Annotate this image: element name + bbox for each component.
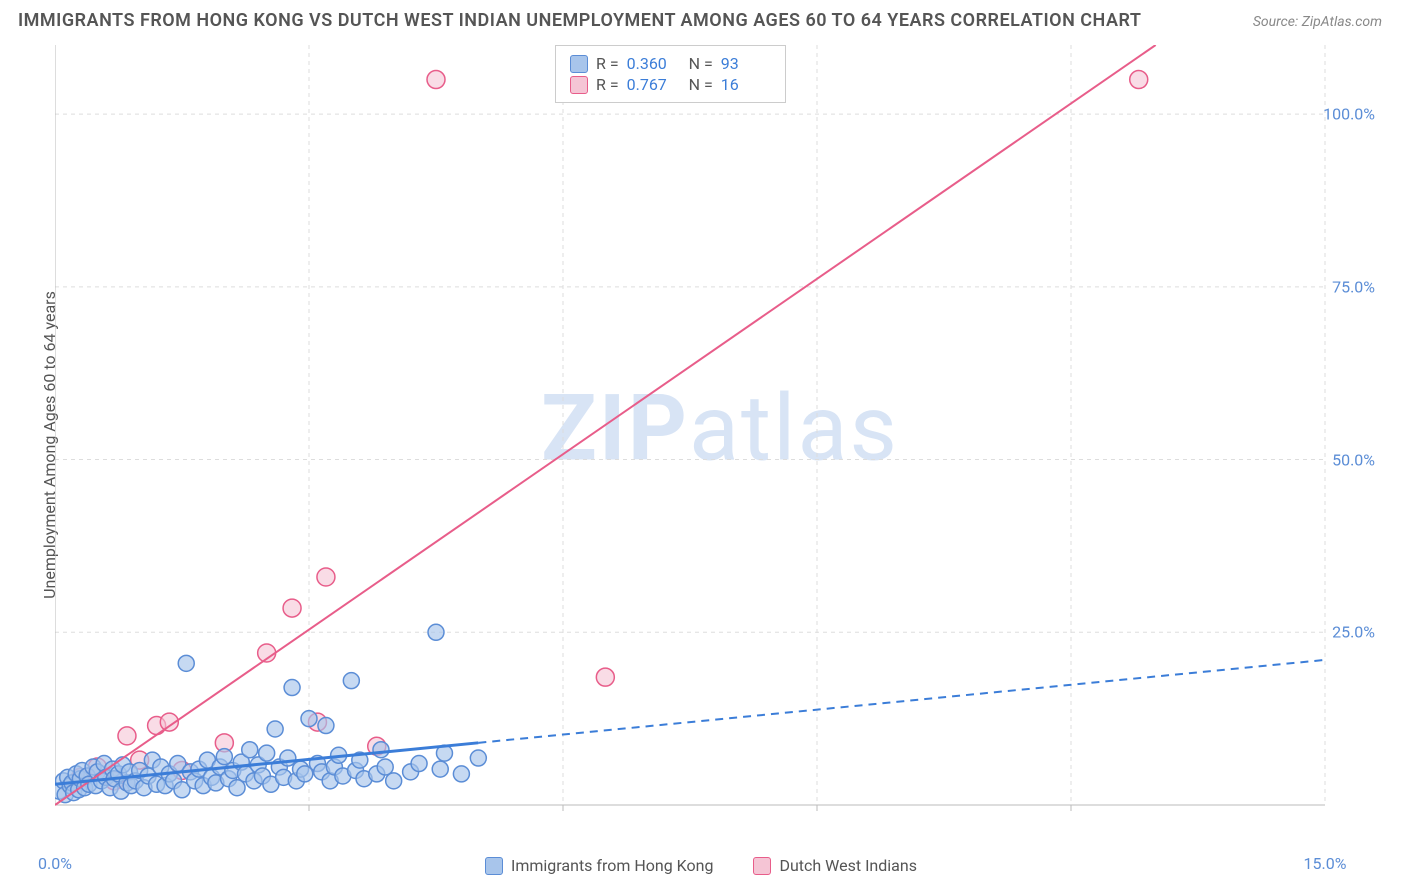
swatch-icon	[570, 76, 588, 94]
trend-line	[55, 45, 1156, 805]
x-tick-label: 0.0%	[38, 854, 72, 873]
swatch-icon	[570, 55, 588, 73]
scatter-point	[242, 742, 258, 758]
scatter-point	[386, 773, 402, 789]
stats-r-label: R =	[596, 75, 619, 94]
scatter-point	[301, 711, 317, 727]
y-tick-label: 25.0%	[1332, 623, 1375, 642]
stats-legend-box: R = 0.360 N = 93 R = 0.767 N = 16	[555, 45, 786, 103]
scatter-point	[280, 750, 296, 766]
scatter-point	[118, 727, 136, 745]
scatter-point	[427, 71, 445, 89]
scatter-point	[596, 668, 614, 686]
stats-n-value: 93	[721, 54, 771, 73]
legend-item-series2: Dutch West Indians	[753, 856, 917, 875]
scatter-point	[432, 761, 448, 777]
scatter-point	[411, 756, 427, 772]
source-label: Source: ZipAtlas.com	[1253, 14, 1382, 30]
legend-item-series1: Immigrants from Hong Kong	[485, 856, 713, 875]
stats-r-value: 0.360	[627, 54, 677, 73]
scatter-point	[373, 742, 389, 758]
x-tick-label: 15.0%	[1304, 854, 1347, 873]
scatter-point	[428, 624, 444, 640]
y-tick-label: 100.0%	[1323, 105, 1375, 124]
stats-n-label: N =	[685, 75, 713, 94]
stats-n-value: 16	[721, 75, 771, 94]
chart-title: IMMIGRANTS FROM HONG KONG VS DUTCH WEST …	[18, 10, 1141, 31]
scatter-point	[318, 718, 334, 734]
y-tick-label: 50.0%	[1332, 450, 1375, 469]
scatter-point	[343, 673, 359, 689]
legend-label: Immigrants from Hong Kong	[511, 856, 713, 875]
stats-row-series2: R = 0.767 N = 16	[570, 75, 771, 94]
scatter-point	[1130, 71, 1148, 89]
scatter-point	[267, 721, 283, 737]
scatter-point	[283, 599, 301, 617]
chart-area: Unemployment Among Ages 60 to 64 years Z…	[55, 45, 1385, 845]
stats-r-label: R =	[596, 54, 619, 73]
scatter-point	[284, 680, 300, 696]
stats-row-series1: R = 0.360 N = 93	[570, 54, 771, 73]
legend-label: Dutch West Indians	[779, 856, 917, 875]
scatter-point	[453, 766, 469, 782]
scatter-point	[259, 745, 275, 761]
scatter-point	[317, 568, 335, 586]
x-axis-legend: Immigrants from Hong Kong Dutch West Ind…	[485, 856, 917, 875]
scatter-point	[178, 655, 194, 671]
scatter-plot	[55, 45, 1385, 845]
stats-r-value: 0.767	[627, 75, 677, 94]
swatch-icon	[485, 857, 503, 875]
swatch-icon	[753, 857, 771, 875]
stats-n-label: N =	[685, 54, 713, 73]
scatter-point	[470, 750, 486, 766]
y-tick-label: 75.0%	[1332, 277, 1375, 296]
